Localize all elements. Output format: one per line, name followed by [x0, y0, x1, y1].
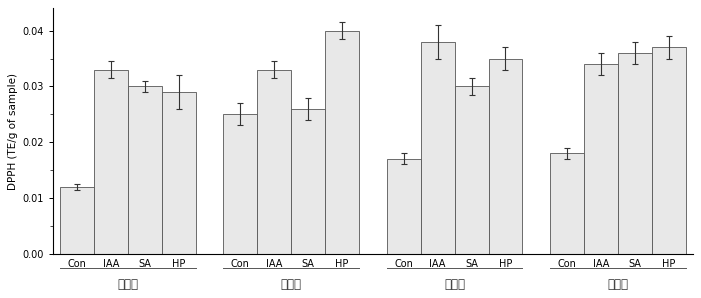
Bar: [584, 64, 618, 254]
Text: 검구슬: 검구슬: [280, 278, 301, 291]
Text: 아라리: 아라리: [117, 278, 138, 291]
Y-axis label: DPPH (TE/g of sample): DPPH (TE/g of sample): [8, 72, 18, 190]
Bar: [224, 114, 257, 254]
Bar: [618, 53, 652, 254]
Bar: [162, 92, 196, 254]
Bar: [387, 159, 421, 254]
Bar: [550, 153, 584, 254]
Bar: [454, 86, 489, 254]
Bar: [325, 31, 359, 254]
Bar: [60, 187, 94, 254]
Bar: [489, 58, 522, 254]
Text: 연두채: 연두채: [444, 278, 465, 291]
Bar: [291, 109, 325, 254]
Bar: [128, 86, 162, 254]
Bar: [421, 42, 454, 254]
Bar: [652, 47, 686, 254]
Bar: [94, 70, 128, 254]
Text: 흰구슬: 흰구슬: [608, 278, 629, 291]
Bar: [257, 70, 291, 254]
